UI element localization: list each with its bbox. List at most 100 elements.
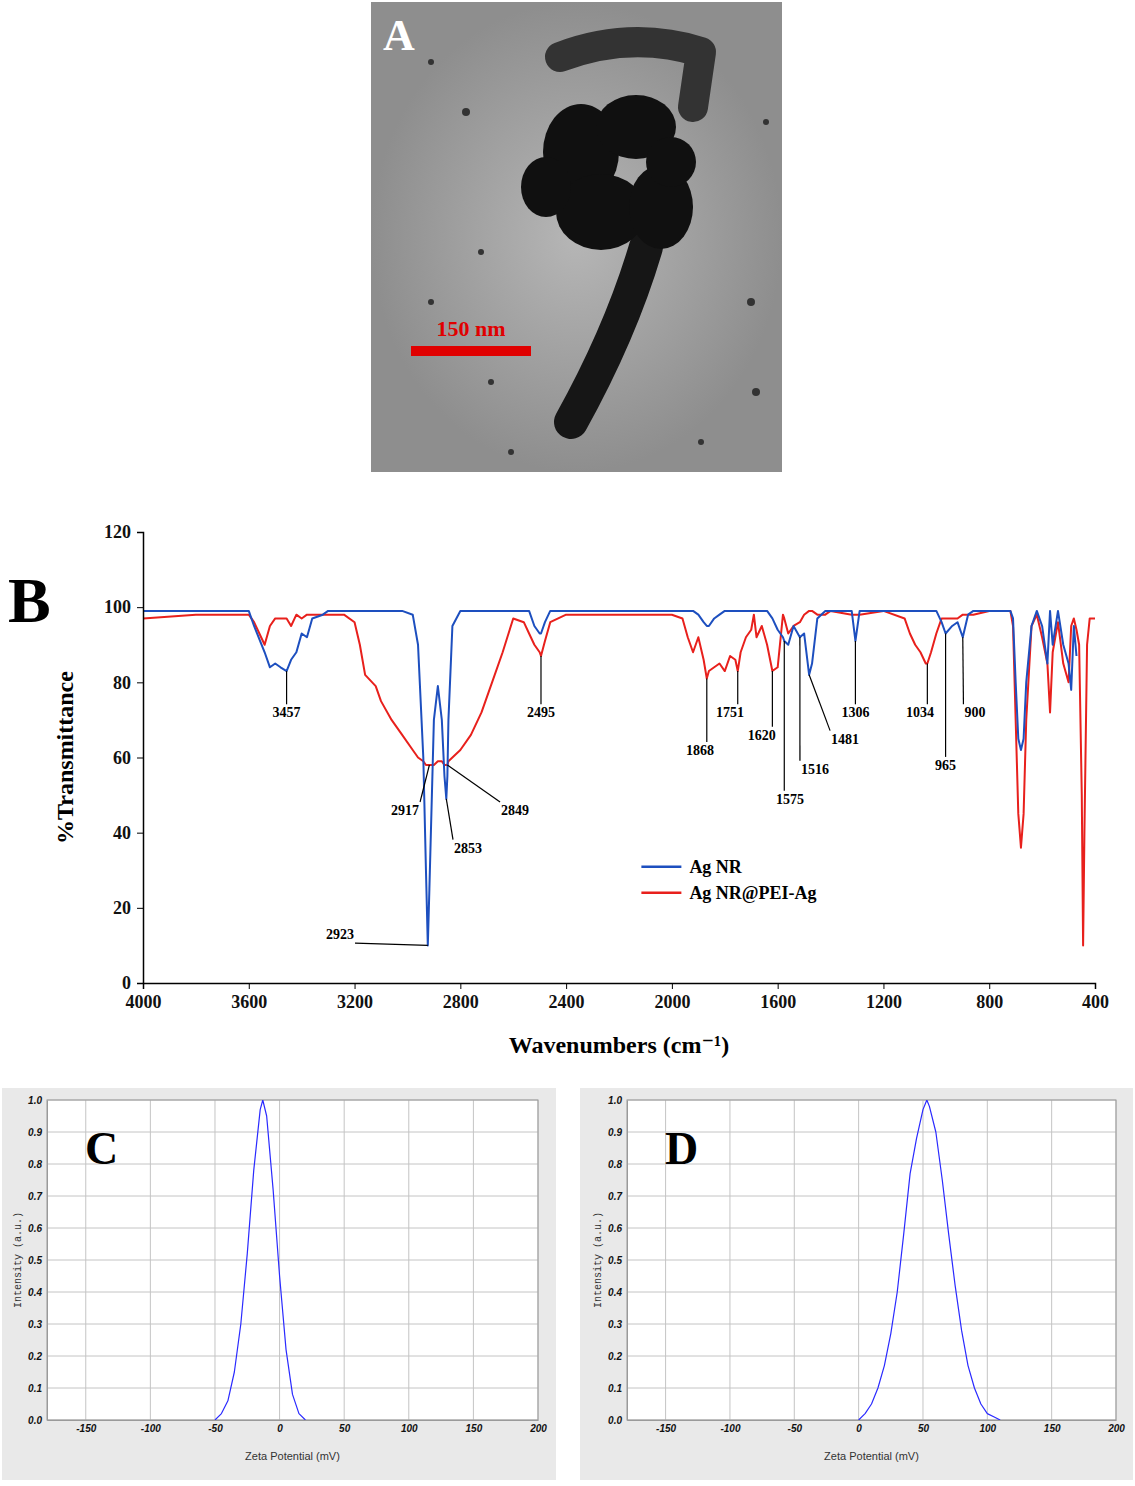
data-area xyxy=(143,611,1095,945)
peak-label: 1868 xyxy=(686,743,714,758)
tick: 0.2 xyxy=(608,1351,627,1362)
tick-label: 150 xyxy=(1044,1423,1061,1434)
y-axis: 020406080100120 xyxy=(104,522,144,993)
peak-label: 2849 xyxy=(501,803,529,818)
grid-line xyxy=(627,1228,1116,1229)
image-background xyxy=(371,2,782,472)
legend-swatch xyxy=(641,865,681,868)
peak-annotations: 3457292329172853284924951868175116201575… xyxy=(273,633,986,945)
grid-line xyxy=(47,1324,538,1325)
tick-label: 0.8 xyxy=(28,1159,42,1170)
tick-mark xyxy=(566,983,567,989)
tick: -100 xyxy=(141,1420,161,1434)
figure: 150 nmA400036003200280024002000160012008… xyxy=(0,0,1135,1486)
leader-line xyxy=(784,641,785,791)
tick-mark xyxy=(137,983,143,984)
tick: 100 xyxy=(979,1420,996,1434)
tick-mark xyxy=(137,607,143,608)
x-axis-title: Zeta Potential (mV) xyxy=(245,1450,340,1462)
nanoparticle xyxy=(747,298,755,306)
peak-label: 1306 xyxy=(841,705,869,720)
tick: 0.8 xyxy=(28,1159,47,1170)
tick: 0.8 xyxy=(608,1159,627,1170)
tick-label: 2800 xyxy=(443,992,479,1012)
y-axis: 0.00.10.20.30.40.50.60.70.80.91.0 xyxy=(28,1095,47,1426)
tick-label: 0.0 xyxy=(608,1415,622,1426)
tick: -50 xyxy=(788,1420,803,1434)
tick-label: 0.1 xyxy=(608,1383,622,1394)
legend-item: Ag NR@PEI-Ag xyxy=(641,883,816,903)
x-axis: 40003600320028002400200016001200800400 xyxy=(126,983,1110,1012)
tick-label: 50 xyxy=(918,1423,930,1434)
peak-label: 1481 xyxy=(831,732,859,747)
nanoparticle-aggregate xyxy=(646,137,696,187)
peak-label: 900 xyxy=(964,705,985,720)
leader-line xyxy=(855,641,856,704)
tick: 2800 xyxy=(443,983,479,1012)
peak-label: 1575 xyxy=(776,792,804,807)
grid-line xyxy=(627,1324,1116,1325)
x-axis-title: Wavenumbers (cm⁻¹) xyxy=(509,1032,730,1058)
tick-label: 0.9 xyxy=(608,1127,622,1138)
tick-mark xyxy=(883,983,884,989)
legend: Ag NRAg NR@PEI-Ag xyxy=(641,857,816,903)
tick-label: 800 xyxy=(976,992,1003,1012)
tick-label: 60 xyxy=(113,748,131,768)
leader-line xyxy=(447,765,500,802)
tick: 40 xyxy=(113,823,143,843)
x-axis-title: Zeta Potential (mV) xyxy=(824,1450,919,1462)
tick-label: -150 xyxy=(656,1423,676,1434)
tick: 3600 xyxy=(231,983,267,1012)
tick: 0.0 xyxy=(608,1415,627,1426)
tick-mark xyxy=(137,908,143,909)
tick-mark xyxy=(137,682,143,683)
tick: 100 xyxy=(104,597,143,617)
tick-label: 0.2 xyxy=(608,1351,622,1362)
tick-label: 0.2 xyxy=(28,1351,42,1362)
tick: 0.7 xyxy=(28,1191,47,1202)
tick-label: 1.0 xyxy=(608,1095,622,1106)
grid xyxy=(47,1100,538,1420)
grid-line xyxy=(627,1196,1116,1197)
tick: 1.0 xyxy=(28,1095,47,1106)
tick: -150 xyxy=(76,1420,96,1434)
tick: 0 xyxy=(277,1420,283,1434)
tick: 120 xyxy=(104,522,143,542)
leader-line xyxy=(286,671,287,704)
tick-label: 0.7 xyxy=(28,1191,42,1202)
tick-label: 20 xyxy=(113,898,131,918)
peak-label: 2495 xyxy=(527,705,555,720)
tick: 60 xyxy=(113,748,143,768)
y-axis-title: %Transmittance xyxy=(52,671,78,844)
tick-label: 100 xyxy=(401,1423,418,1434)
tick-label: 0.8 xyxy=(608,1159,622,1170)
peak-label: 1751 xyxy=(716,705,744,720)
tick-label: 0.3 xyxy=(28,1319,42,1330)
tick: 3200 xyxy=(337,983,373,1012)
chart-panel: -150-100-500501001502000.00.10.20.30.40.… xyxy=(2,1088,556,1480)
grid-line xyxy=(627,1292,1116,1293)
tick: -50 xyxy=(208,1420,223,1434)
grid-line xyxy=(47,1196,538,1197)
panel-letter: B xyxy=(8,565,51,636)
panel-letter: A xyxy=(383,11,415,60)
grid-line xyxy=(47,1260,538,1261)
peak-label: 2853 xyxy=(454,841,482,856)
peak-label: 1516 xyxy=(801,762,829,777)
tick: 0.5 xyxy=(28,1255,47,1266)
tick: 0.1 xyxy=(28,1383,47,1394)
tick: 0.3 xyxy=(608,1319,627,1330)
tick: 0.9 xyxy=(608,1127,627,1138)
plot-frame xyxy=(47,1100,538,1420)
tick-label: 0.4 xyxy=(28,1287,42,1298)
nanoparticle xyxy=(462,108,470,116)
grid-line xyxy=(627,1132,1116,1133)
tick: 800 xyxy=(976,983,1003,1012)
leader-line xyxy=(962,637,964,704)
tick: 0.1 xyxy=(608,1383,627,1394)
plot-background xyxy=(627,1100,1116,1420)
data-line xyxy=(859,1100,1001,1420)
leader-line xyxy=(927,664,928,705)
tick: 0.2 xyxy=(28,1351,47,1362)
plot-background xyxy=(47,1100,538,1420)
